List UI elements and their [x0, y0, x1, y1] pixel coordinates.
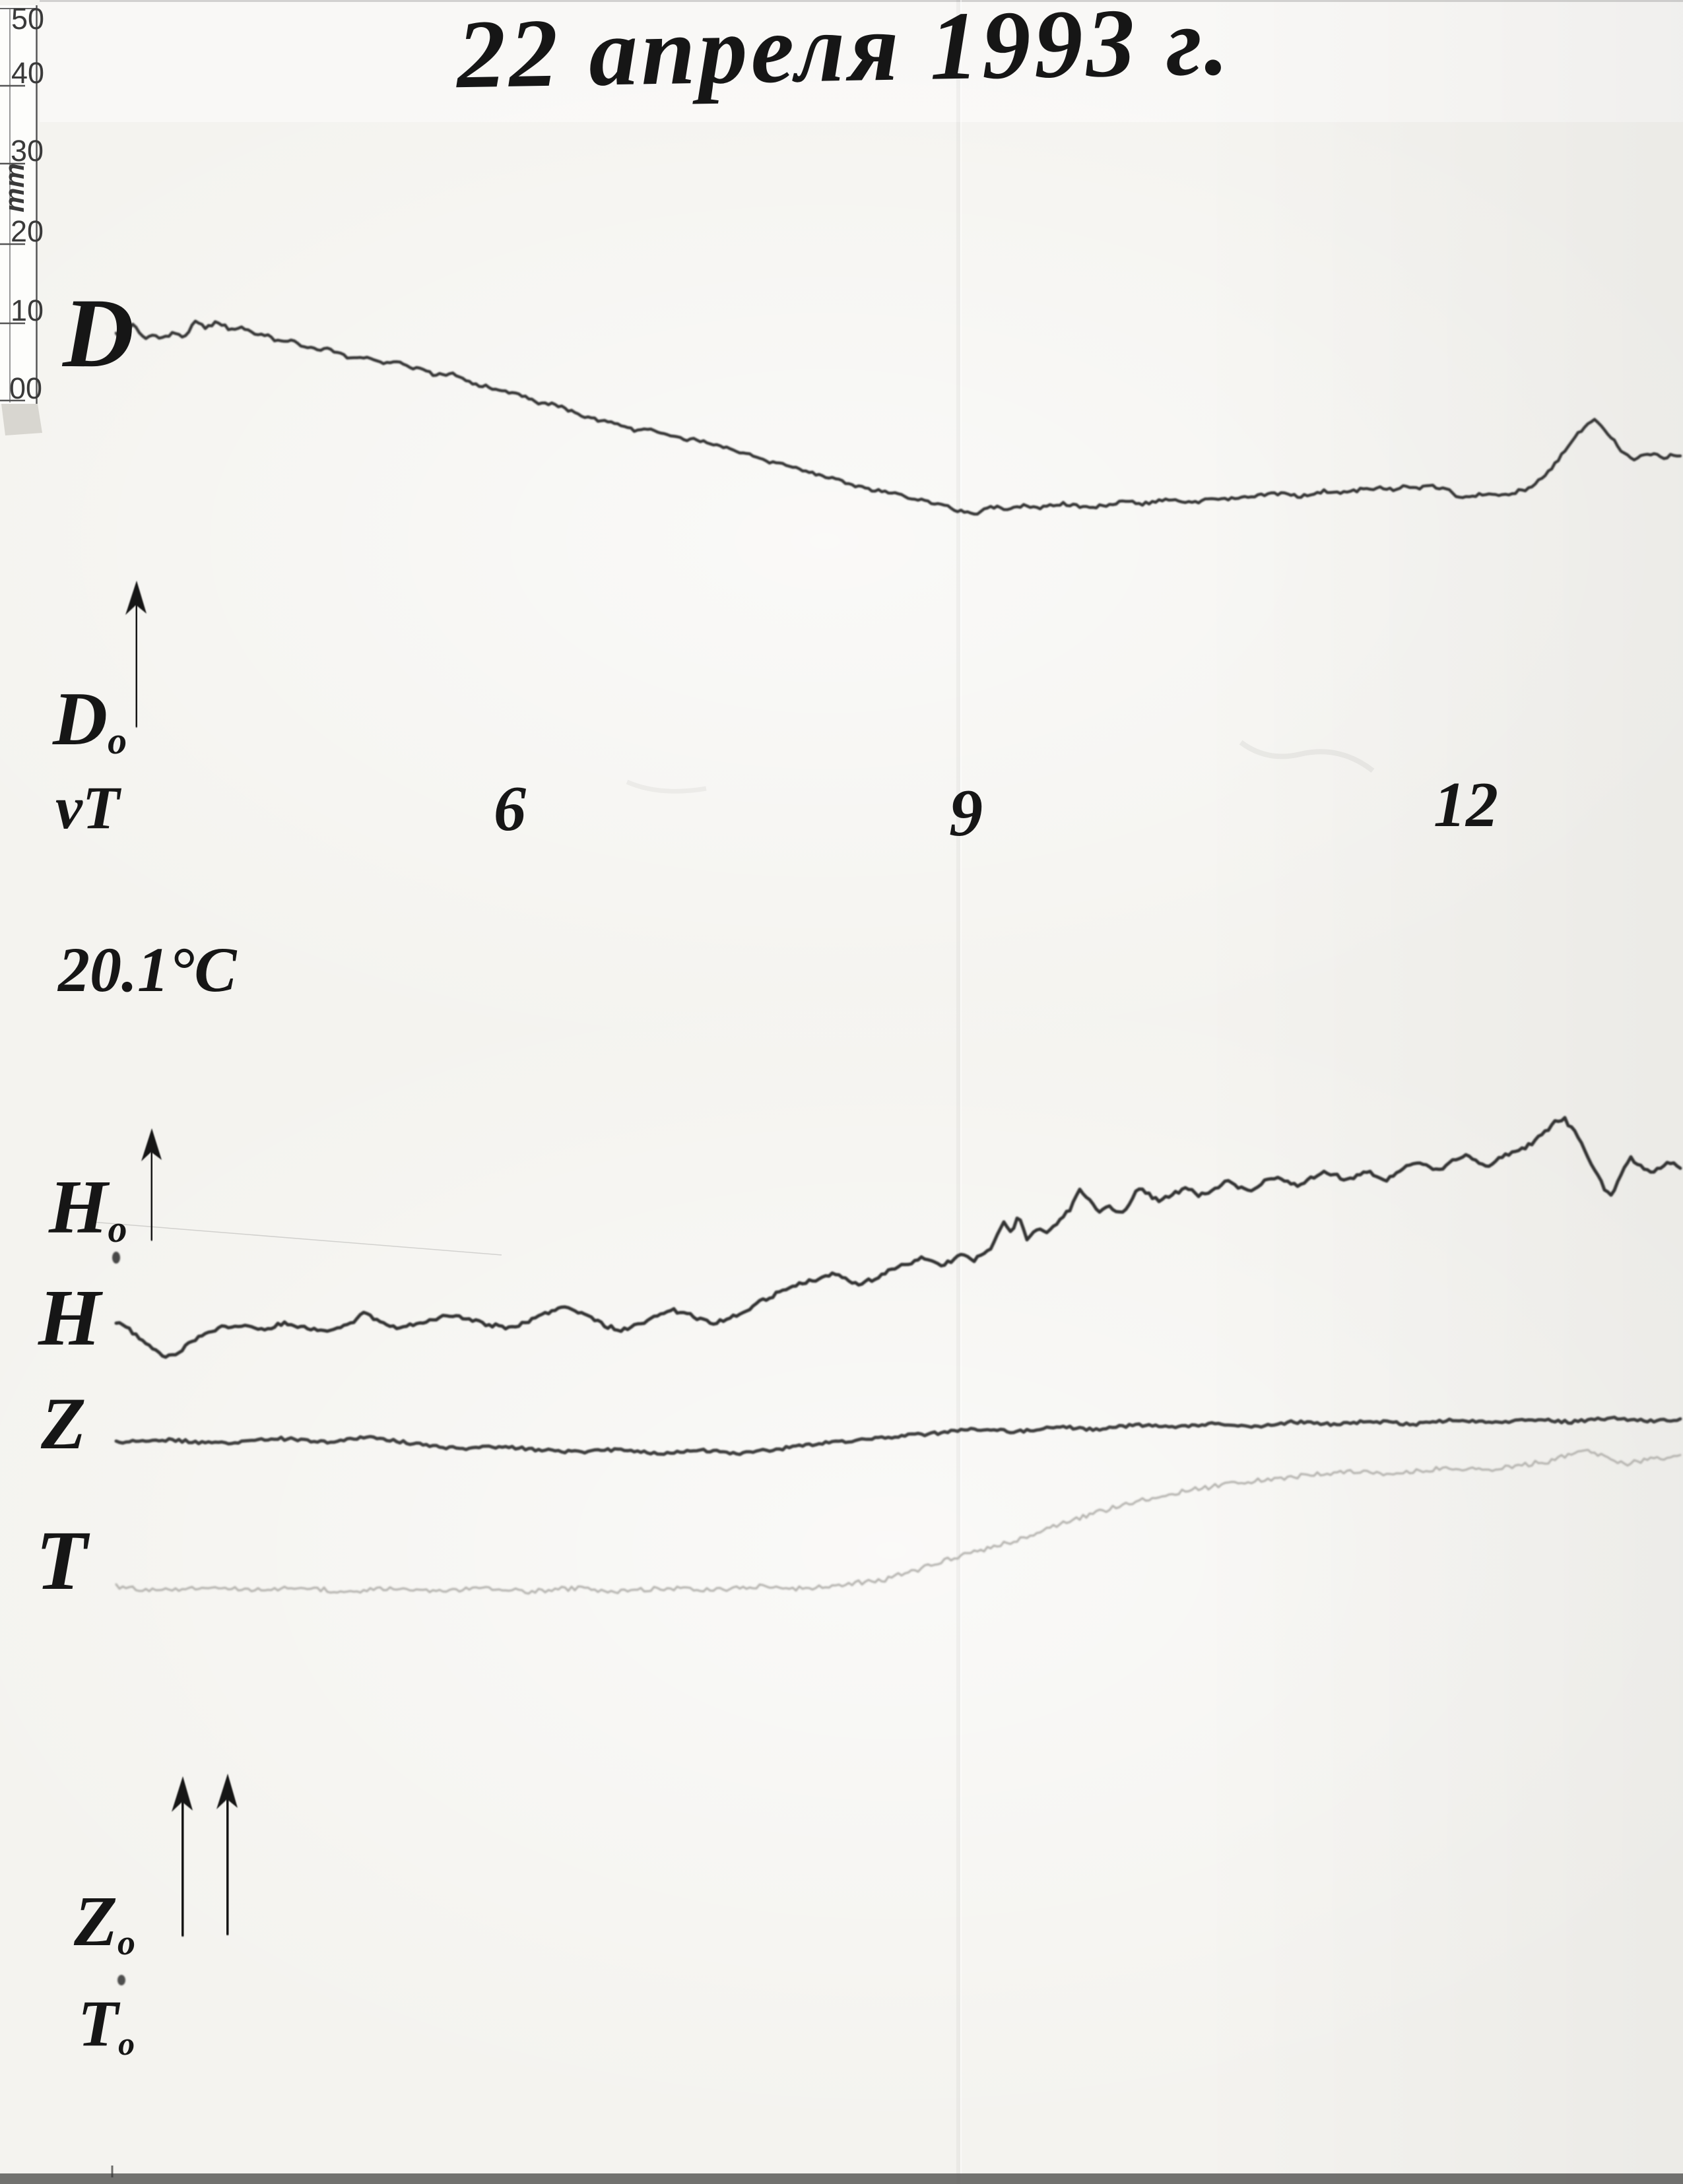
- scan-top-edge: [40, 0, 1683, 2]
- trace-path-H: [114, 1116, 1682, 1359]
- hour-label-6: 6: [494, 773, 526, 845]
- wrinkle-mark-2: [626, 779, 707, 794]
- label-h0: Ho: [48, 1165, 127, 1250]
- label-vt: νT: [55, 774, 122, 841]
- label-h: H: [38, 1273, 103, 1363]
- hairline-crease: [92, 1221, 502, 1256]
- page-title: 22 апреля 1993 г.: [455, 0, 1233, 109]
- ruler-label-20: 20: [11, 214, 44, 248]
- up-arrow-h: [141, 1128, 162, 1241]
- h0-start-blob: [112, 1252, 120, 1264]
- mm-ruler: 50 40 30 20 10 00 mm: [0, 2, 44, 435]
- paper-crease-highlight: [960, 0, 962, 2184]
- trace-H: [114, 1099, 1682, 1363]
- paper-crease-vertical: [956, 0, 960, 2184]
- time-axis-labels: 6 9 12: [494, 769, 1498, 851]
- trace-Z: [114, 1401, 1682, 1460]
- ruler-label-50: 50: [11, 2, 44, 36]
- temperature-annotation: 20.1°C: [57, 934, 237, 1005]
- trace-D: [114, 280, 1682, 527]
- label-t0: To: [78, 1987, 135, 2062]
- hour-label-12: 12: [1434, 769, 1498, 841]
- up-arrow-z: [172, 1776, 193, 1937]
- channel-labels: D Do νT 20.1°C Ho H Z T Zo To: [36, 278, 237, 2062]
- ruler-body: [0, 5, 38, 404]
- label-t: T: [36, 1514, 90, 1607]
- baseline-start-blobs: [112, 1252, 125, 1985]
- trace-path-D: [114, 319, 1682, 516]
- label-z: Z: [40, 1383, 86, 1465]
- paper-right-shade: [1188, 0, 1683, 2184]
- scan-bottom-edge: [0, 2173, 1683, 2184]
- ruler-label-30: 30: [11, 134, 44, 168]
- z0-start-blob: [117, 1975, 125, 1985]
- up-arrow-d: [125, 581, 147, 728]
- trace-path-T: [115, 1448, 1682, 1595]
- hour-label-9: 9: [949, 776, 983, 851]
- label-d0: Do: [52, 677, 127, 762]
- trace-path-Z: [114, 1415, 1682, 1456]
- ruler-label-10: 10: [11, 294, 44, 327]
- ruler-unit-label: mm: [0, 163, 30, 212]
- trace-T: [115, 1448, 1682, 1595]
- label-d: D: [61, 278, 134, 388]
- ruler-label-40: 40: [11, 56, 44, 90]
- ruler-label-00: 00: [9, 371, 42, 405]
- label-z0: Zo: [73, 1882, 135, 1962]
- up-arrow-t: [216, 1774, 238, 1935]
- recorded-traces-layer: [111, 280, 1683, 1983]
- orientation-arrows: [125, 581, 238, 1937]
- ruler-foot: [1, 404, 42, 435]
- wrinkle-mark-1: [1239, 740, 1375, 773]
